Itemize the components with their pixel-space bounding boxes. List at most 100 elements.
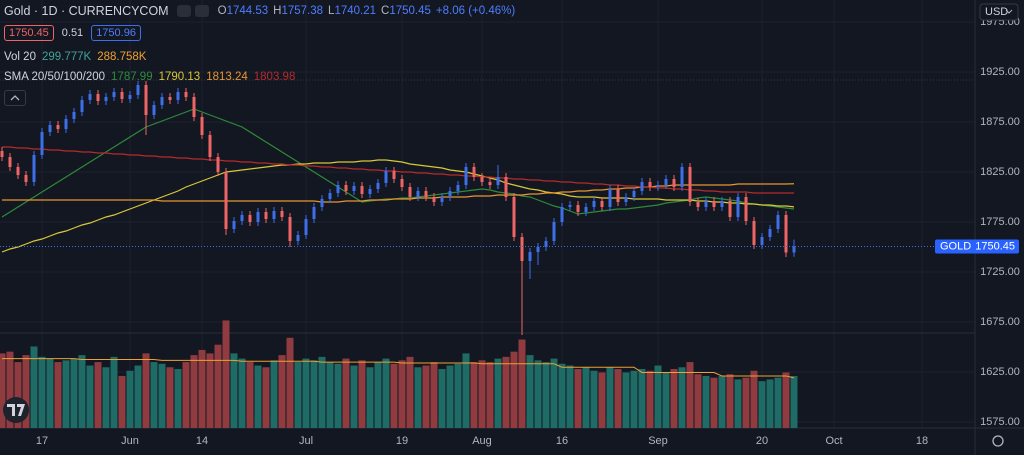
volume-ma-value: 288.758K	[97, 51, 147, 63]
x-tick-label: 20	[756, 435, 768, 447]
volume-bar	[790, 375, 798, 428]
candle-body	[456, 185, 460, 191]
settings-gear[interactable]	[992, 435, 1004, 447]
y-tick-label: 1875.00	[980, 116, 1020, 128]
candle-body	[8, 157, 12, 167]
volume-bar	[606, 367, 614, 428]
candle-body	[624, 197, 628, 202]
candle-body	[152, 105, 156, 115]
x-tick-label: 16	[556, 435, 568, 447]
volume-bar	[142, 353, 150, 428]
volume-bar	[686, 362, 694, 428]
volume-bar	[262, 367, 270, 428]
volume-bar	[278, 355, 286, 428]
candle-body	[200, 117, 204, 135]
y-tick-label: 1625.00	[980, 366, 1020, 378]
volume-bar	[414, 367, 422, 428]
candle-body	[360, 186, 364, 194]
sma-name: SMA 20/50/100/200	[4, 71, 106, 83]
volume-bar	[766, 379, 774, 428]
volume-bar	[662, 372, 670, 428]
volume-bar	[6, 351, 14, 428]
volume-bar	[190, 355, 198, 428]
candle-body	[736, 197, 740, 217]
volume-bar	[246, 362, 254, 428]
volume-bar	[30, 346, 38, 428]
volume-bar	[478, 360, 486, 428]
sma-value: 1813.24	[206, 71, 248, 83]
volume-bar	[622, 372, 630, 428]
candle-body	[272, 211, 276, 219]
collapse-button[interactable]	[4, 90, 26, 106]
candle-body	[40, 132, 44, 155]
candle-body	[16, 167, 20, 175]
candle-body	[728, 201, 732, 217]
volume-bar	[174, 369, 182, 428]
ohlc-value: 1740.21	[334, 5, 377, 17]
volume-bar	[358, 360, 366, 428]
volume-bar	[318, 356, 326, 428]
sma-values: 1787.99 1790.13 1813.24 1803.98	[111, 71, 295, 83]
candle-body	[208, 135, 212, 157]
volume-bar	[54, 362, 62, 428]
ohlc-key: C	[381, 5, 390, 17]
candle-body	[712, 201, 716, 207]
volume-bar	[670, 369, 678, 428]
candle-body	[560, 207, 564, 222]
buy-button[interactable]: 1750.96	[91, 25, 141, 41]
volume-bar	[446, 365, 454, 428]
volume-bar	[214, 344, 222, 428]
volume-bar	[582, 367, 590, 428]
volume-bar	[470, 362, 478, 428]
candle-body	[504, 177, 508, 197]
candle-body	[56, 125, 60, 129]
volume-bar	[238, 358, 246, 428]
candle-body	[392, 171, 396, 179]
volume-bar	[462, 353, 470, 428]
candle-body	[720, 201, 724, 207]
x-tick-label: 17	[36, 435, 48, 447]
volume-bar	[222, 320, 230, 428]
candle-body	[408, 187, 412, 197]
candle-body	[24, 175, 28, 182]
volume-bar	[158, 363, 166, 428]
volume-bar	[198, 349, 206, 428]
volume-bar	[182, 362, 190, 428]
price-label: 1750.45	[975, 240, 1015, 252]
candle-body	[216, 157, 220, 172]
candle-body	[520, 237, 524, 261]
candle-body	[304, 219, 308, 235]
volume-bar	[310, 360, 318, 428]
toggle-icon[interactable]	[176, 5, 191, 17]
volume-bar	[646, 370, 654, 428]
candle-body	[424, 191, 428, 197]
candle-body	[664, 179, 668, 185]
volume-bar	[678, 367, 686, 428]
volume-bar	[694, 374, 702, 428]
sell-button[interactable]: 1750.45	[4, 25, 54, 41]
volume-bar	[494, 358, 502, 428]
volume-bar	[94, 362, 102, 428]
candle-body	[744, 197, 748, 221]
candle-body	[696, 202, 700, 207]
candle-body	[48, 125, 52, 132]
candle-body	[440, 197, 444, 202]
candle-body	[584, 207, 588, 212]
volume-bar	[118, 375, 126, 428]
sma-value: 1803.98	[253, 71, 296, 83]
candle-body	[632, 191, 636, 197]
legend-row: Gold · 1D · CURRENCYCOM O 1744.53 H 1757.3…	[4, 4, 515, 18]
symbol-title: Gold · 1D · CURRENCYCOM	[4, 4, 169, 18]
candle-body	[160, 97, 164, 105]
candle-body	[224, 172, 228, 229]
logo-mark	[7, 404, 25, 416]
volume-bar	[566, 365, 574, 428]
volume-bar	[430, 362, 438, 428]
candle-body	[768, 229, 772, 237]
candle-body	[72, 112, 76, 119]
settings-icon[interactable]	[194, 5, 209, 17]
chevron	[10, 95, 20, 101]
candle-body	[592, 201, 596, 207]
volume-bar	[334, 363, 342, 428]
currency-button[interactable]: USD	[985, 6, 1008, 18]
